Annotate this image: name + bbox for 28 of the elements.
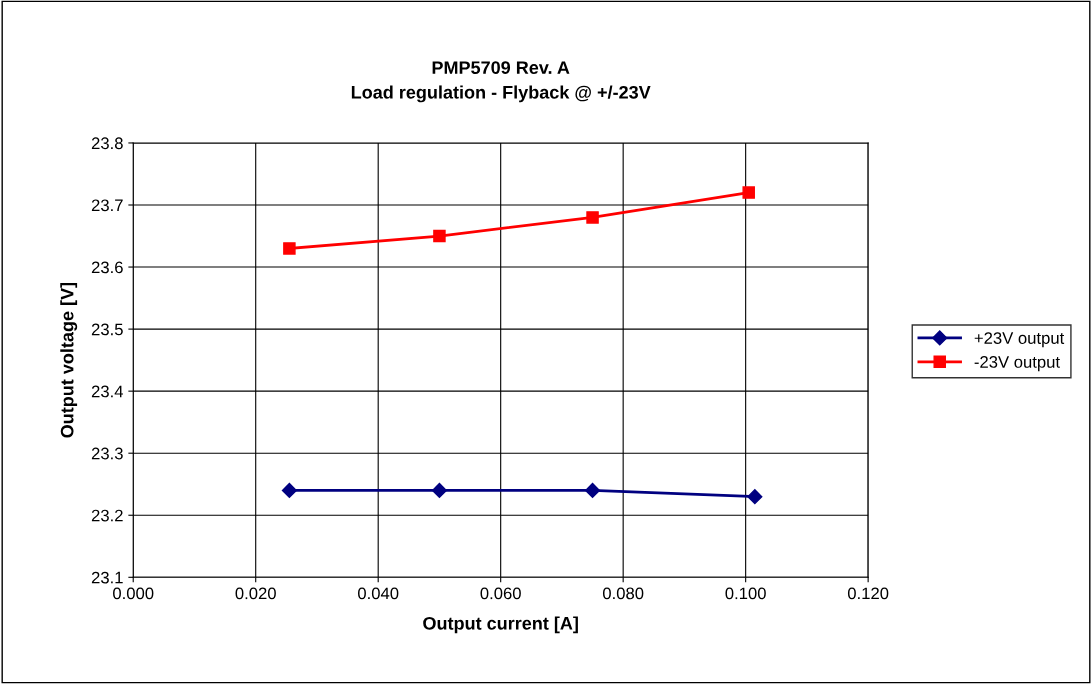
x-tick-label: 0.020 [235,587,276,600]
chart-title: PMP5709 Rev. A Load regulation - Flyback @ +/-23V [351,61,651,103]
x-tick-label: 0.100 [725,587,766,600]
x-tick-label: 0.120 [847,587,889,600]
y-tick-label: 23.7 [91,199,123,212]
y-tick-label: 23.5 [91,323,123,336]
y-tick-label: 23.3 [91,447,123,460]
point [747,489,763,505]
x-tick-label: 0.000 [113,587,154,600]
point [586,211,599,224]
y-tick-label: 23.1 [91,571,123,584]
x-tick-label: 0.060 [480,587,521,600]
point [742,186,755,199]
y-tick-label: 23.6 [91,261,123,274]
point [283,242,296,255]
y-axis-title: Output voltage [V] [60,282,78,438]
legend-label: +23V output [974,332,1065,348]
point [584,482,601,498]
x-tick-label: 0.080 [602,587,644,600]
x-tick-label: 0.040 [358,587,399,600]
x-axis-title: Output current [A] [423,616,578,634]
legend-label: -23V output [974,356,1060,372]
y-tick-label: 23.2 [91,509,123,522]
point [431,482,448,498]
point [433,229,446,243]
y-tick-label: 23.8 [91,137,123,150]
point [281,482,297,498]
y-tick-label: 23.4 [91,385,124,398]
